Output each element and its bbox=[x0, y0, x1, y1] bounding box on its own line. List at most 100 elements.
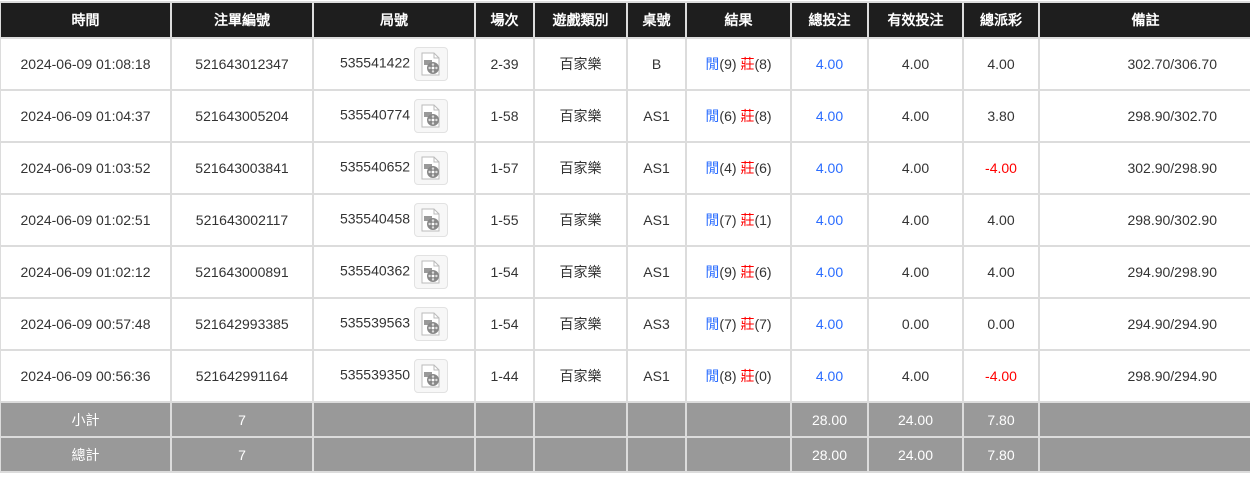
remark-cell: 298.90/294.90 bbox=[1038, 349, 1250, 403]
subtotal-row: 小計 7 28.00 24.00 7.80 bbox=[0, 401, 1250, 438]
subtotal-payout: 7.80 bbox=[962, 401, 1040, 438]
col-shoe: 場次 bbox=[474, 1, 535, 39]
remark-cell: 294.90/294.90 bbox=[1038, 297, 1250, 351]
video-replay-icon[interactable] bbox=[414, 99, 449, 133]
round-number: 535540774 bbox=[339, 106, 411, 123]
col-remark: 備註 bbox=[1038, 1, 1250, 39]
player-label: 閒 bbox=[705, 316, 720, 332]
total-label: 總計 bbox=[0, 436, 172, 473]
total-bet-cell: 4.00 bbox=[790, 349, 869, 403]
game-cell: 百家樂 bbox=[533, 193, 628, 247]
player-score: (7) bbox=[719, 316, 737, 332]
round-number: 535541422 bbox=[339, 54, 411, 71]
bet-id-cell: 521643003841 bbox=[170, 141, 314, 195]
table-cell: AS1 bbox=[626, 193, 687, 247]
player-label: 閒 bbox=[705, 160, 720, 176]
bet-id-cell: 521643005204 bbox=[170, 89, 314, 143]
total-bet-cell: 4.00 bbox=[790, 193, 869, 247]
shoe-cell: 2-39 bbox=[474, 37, 535, 91]
round-cell: 535539563 bbox=[312, 297, 476, 351]
bet-id-cell: 521642991164 bbox=[170, 349, 314, 403]
payout-cell: 0.00 bbox=[962, 297, 1040, 351]
result-cell: 閒(7) 莊(1) bbox=[685, 193, 792, 247]
video-replay-icon[interactable] bbox=[414, 359, 449, 393]
col-total-bet: 總投注 bbox=[790, 1, 869, 39]
table-row: 2024-06-09 01:04:37 521643005204 535540774… bbox=[0, 89, 1250, 143]
player-label: 閒 bbox=[705, 56, 720, 72]
total-total-bet: 28.00 bbox=[790, 436, 869, 473]
shoe-cell: 1-57 bbox=[474, 141, 535, 195]
banker-score: (8) bbox=[754, 108, 772, 124]
round-cell: 535540458 bbox=[312, 193, 476, 247]
game-cell: 百家樂 bbox=[533, 141, 628, 195]
col-game: 遊戲類別 bbox=[533, 1, 628, 39]
game-cell: 百家樂 bbox=[533, 349, 628, 403]
remark-cell: 302.90/298.90 bbox=[1038, 141, 1250, 195]
player-score: (6) bbox=[719, 108, 737, 124]
banker-score: (6) bbox=[754, 264, 772, 280]
banker-label: 莊 bbox=[740, 212, 755, 228]
table-row: 2024-06-09 00:57:48 521642993385 535539563… bbox=[0, 297, 1250, 351]
banker-label: 莊 bbox=[740, 316, 755, 332]
round-cell: 535541422 bbox=[312, 37, 476, 91]
video-replay-icon[interactable] bbox=[414, 151, 449, 185]
result-cell: 閒(6) 莊(8) bbox=[685, 89, 792, 143]
valid-bet-cell: 4.00 bbox=[867, 349, 964, 403]
payout-cell: -4.00 bbox=[962, 141, 1040, 195]
subtotal-count: 7 bbox=[170, 401, 314, 438]
shoe-cell: 1-54 bbox=[474, 297, 535, 351]
round-cell: 535540774 bbox=[312, 89, 476, 143]
video-replay-icon[interactable] bbox=[414, 255, 449, 289]
bet-id-cell: 521642993385 bbox=[170, 297, 314, 351]
round-cell: 535540362 bbox=[312, 245, 476, 299]
col-round: 局號 bbox=[312, 1, 476, 39]
valid-bet-cell: 4.00 bbox=[867, 141, 964, 195]
round-number: 535540652 bbox=[339, 158, 411, 175]
player-score: (4) bbox=[719, 160, 737, 176]
time-cell: 2024-06-09 01:02:12 bbox=[0, 245, 172, 299]
col-bet-id: 注單編號 bbox=[170, 1, 314, 39]
round-number: 535539563 bbox=[339, 314, 411, 331]
bet-id-cell: 521643000891 bbox=[170, 245, 314, 299]
player-label: 閒 bbox=[705, 108, 720, 124]
total-valid-bet: 24.00 bbox=[867, 436, 964, 473]
table-row: 2024-06-09 01:08:18 521643012347 535541422… bbox=[0, 37, 1250, 91]
game-cell: 百家樂 bbox=[533, 245, 628, 299]
total-payout: 7.80 bbox=[962, 436, 1040, 473]
video-replay-icon[interactable] bbox=[414, 307, 449, 341]
subtotal-total-bet: 28.00 bbox=[790, 401, 869, 438]
payout-cell: 4.00 bbox=[962, 37, 1040, 91]
table-cell: B bbox=[626, 37, 687, 91]
banker-score: (0) bbox=[754, 368, 772, 384]
table-row: 2024-06-09 01:03:52 521643003841 535540652… bbox=[0, 141, 1250, 195]
player-label: 閒 bbox=[705, 368, 720, 384]
total-bet-cell: 4.00 bbox=[790, 37, 869, 91]
col-result: 結果 bbox=[685, 1, 792, 39]
round-cell: 535540652 bbox=[312, 141, 476, 195]
time-cell: 2024-06-09 01:04:37 bbox=[0, 89, 172, 143]
remark-cell: 294.90/298.90 bbox=[1038, 245, 1250, 299]
table-row: 2024-06-09 01:02:12 521643000891 535540362… bbox=[0, 245, 1250, 299]
col-table: 桌號 bbox=[626, 1, 687, 39]
banker-label: 莊 bbox=[740, 264, 755, 280]
round-number: 535540362 bbox=[339, 262, 411, 279]
video-replay-icon[interactable] bbox=[414, 203, 449, 237]
shoe-cell: 1-44 bbox=[474, 349, 535, 403]
remark-cell: 298.90/302.70 bbox=[1038, 89, 1250, 143]
time-cell: 2024-06-09 00:56:36 bbox=[0, 349, 172, 403]
subtotal-label: 小計 bbox=[0, 401, 172, 438]
valid-bet-cell: 4.00 bbox=[867, 245, 964, 299]
result-cell: 閒(4) 莊(6) bbox=[685, 141, 792, 195]
total-bet-cell: 4.00 bbox=[790, 297, 869, 351]
video-replay-icon[interactable] bbox=[414, 47, 449, 81]
shoe-cell: 1-54 bbox=[474, 245, 535, 299]
shoe-cell: 1-55 bbox=[474, 193, 535, 247]
player-score: (9) bbox=[719, 56, 737, 72]
time-cell: 2024-06-09 01:03:52 bbox=[0, 141, 172, 195]
banker-score: (1) bbox=[754, 212, 772, 228]
header-row: 時間 注單編號 局號 場次 遊戲類別 桌號 結果 總投注 有效投注 總派彩 備註 bbox=[0, 1, 1250, 39]
col-payout: 總派彩 bbox=[962, 1, 1040, 39]
banker-label: 莊 bbox=[740, 56, 755, 72]
payout-cell: 4.00 bbox=[962, 193, 1040, 247]
remark-cell: 298.90/302.90 bbox=[1038, 193, 1250, 247]
